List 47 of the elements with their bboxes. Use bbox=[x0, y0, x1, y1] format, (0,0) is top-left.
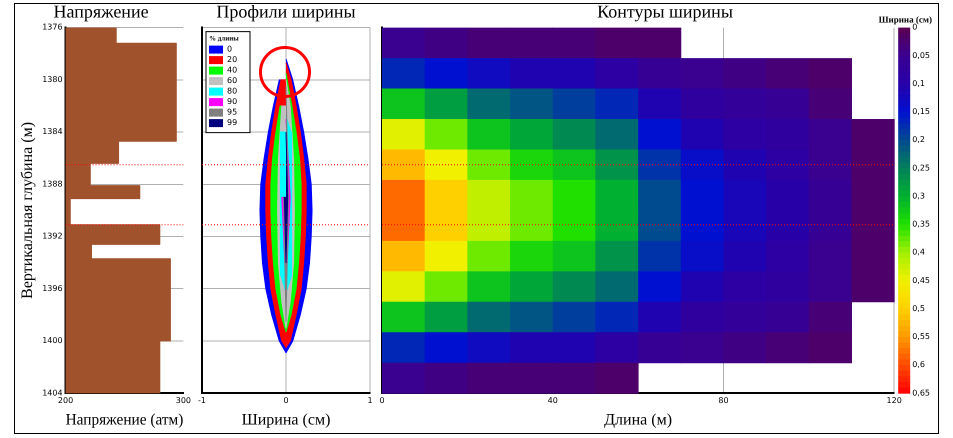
x-tick-label: 0 bbox=[379, 396, 385, 406]
color-bar-label: 0,4 bbox=[912, 248, 925, 257]
color-bar-label: 0,05 bbox=[912, 50, 930, 60]
legend-label: 60 bbox=[227, 76, 238, 86]
y-axis-title: Вертикальная глубина (м) bbox=[18, 122, 36, 299]
color-bar-label: 0,15 bbox=[912, 107, 930, 116]
x-axis-title: Ширина (см) bbox=[242, 412, 330, 429]
chart-title: Контуры ширины bbox=[597, 2, 733, 22]
chart-title: Профили ширины bbox=[216, 2, 356, 22]
x-tick-label: 80 bbox=[718, 396, 729, 406]
color-bar-label: 0,65 bbox=[912, 388, 930, 398]
color-bar-label: 0,5 bbox=[912, 304, 925, 313]
legend-label: 40 bbox=[227, 66, 238, 75]
color-bar-label: 0 bbox=[912, 22, 918, 32]
color-bar-label: 0,35 bbox=[912, 220, 930, 229]
x-axis-title: Напряжение (атм) bbox=[66, 411, 184, 429]
y-tick-label: 1404 bbox=[42, 388, 63, 398]
legend-label: 80 bbox=[227, 86, 238, 96]
x-axis-title: Длина (м) bbox=[604, 412, 672, 429]
legend-label: 99 bbox=[227, 118, 238, 128]
legend-label: 20 bbox=[227, 55, 238, 64]
legend-label: 0 bbox=[227, 44, 232, 54]
color-bar-label: 0,1 bbox=[912, 78, 925, 88]
y-tick-label: 1392 bbox=[42, 232, 63, 241]
y-tick-label: 1388 bbox=[42, 179, 63, 188]
x-tick-label: 200 bbox=[58, 396, 74, 406]
color-bar-title: Ширина (см) bbox=[878, 14, 932, 24]
color-bar-label: 0,6 bbox=[912, 360, 925, 370]
chart-title: Напряжение bbox=[53, 2, 149, 22]
x-tick-label: 1 bbox=[367, 396, 373, 406]
color-bar-label: 0,45 bbox=[912, 276, 930, 285]
x-tick-label: 40 bbox=[548, 396, 558, 406]
color-bar-label: 0,25 bbox=[912, 163, 930, 172]
color-bar-label: 0,3 bbox=[912, 191, 925, 200]
legend-label: 90 bbox=[227, 97, 238, 106]
x-tick-label: 0 bbox=[283, 396, 289, 406]
y-tick-label: 1380 bbox=[42, 74, 63, 84]
x-tick-label: 120 bbox=[886, 396, 902, 406]
y-tick-label: 1384 bbox=[42, 127, 63, 136]
x-tick-label: 300 bbox=[176, 396, 192, 406]
y-tick-label: 1376 bbox=[42, 22, 63, 32]
y-tick-label: 1396 bbox=[42, 284, 63, 293]
color-bar-label: 0,2 bbox=[912, 135, 925, 144]
x-tick-label: -1 bbox=[198, 396, 206, 406]
color-bar-label: 0,55 bbox=[912, 332, 930, 342]
legend-label: 95 bbox=[227, 108, 238, 117]
y-tick-label: 1400 bbox=[42, 336, 63, 346]
